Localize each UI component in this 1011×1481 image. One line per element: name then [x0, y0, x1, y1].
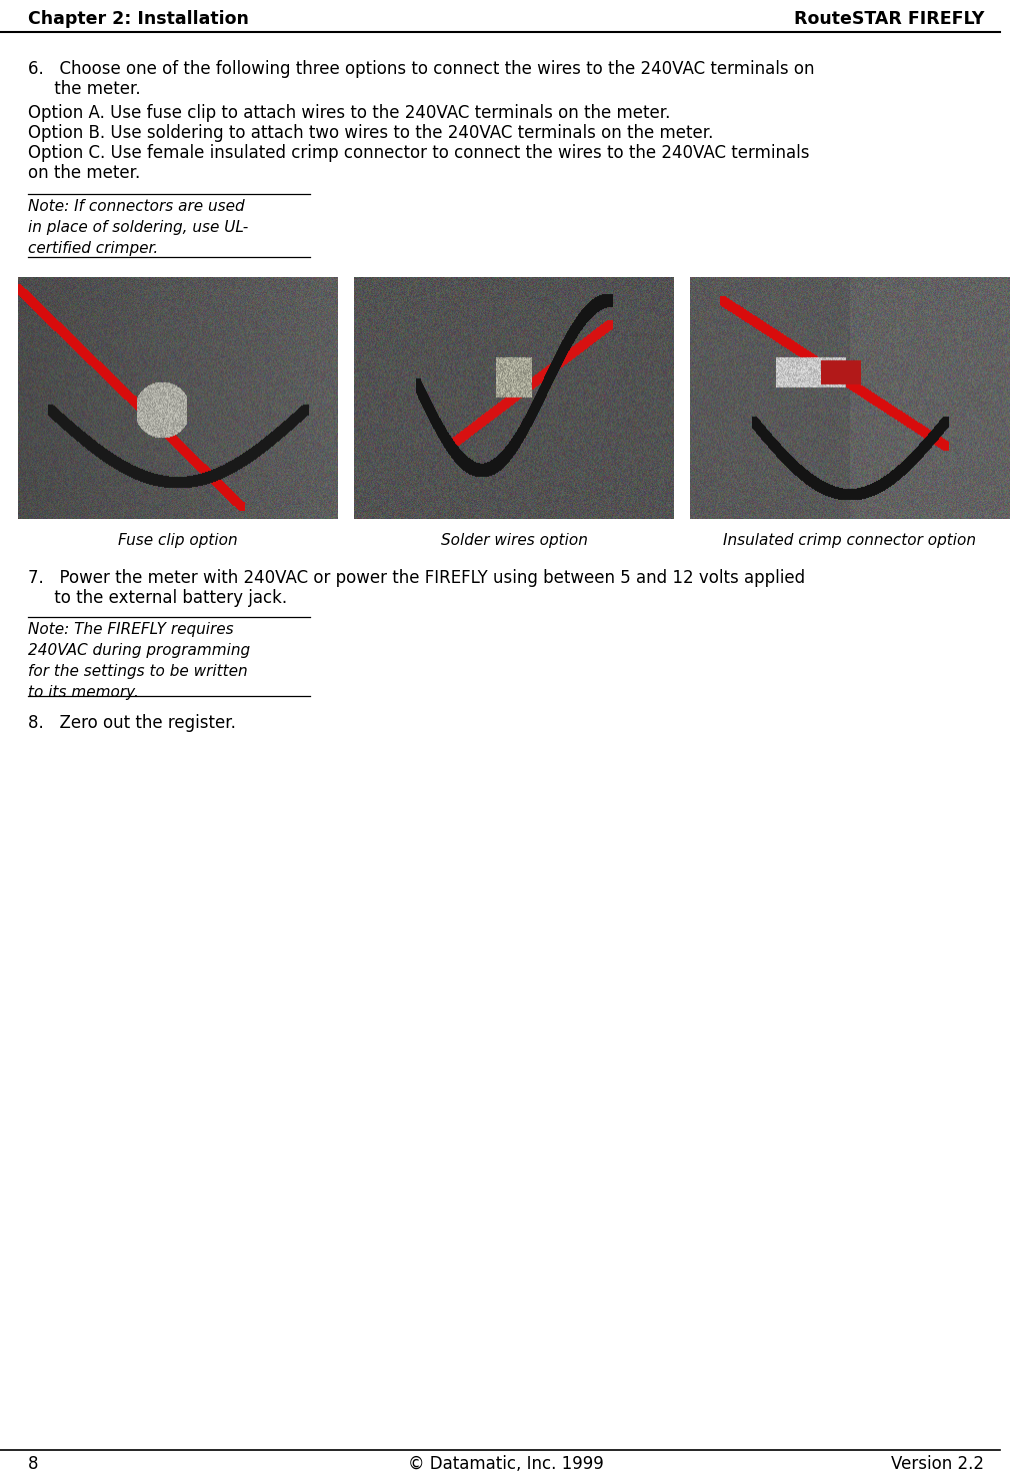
Text: the meter.: the meter.: [28, 80, 141, 98]
Text: 8.   Zero out the register.: 8. Zero out the register.: [28, 714, 236, 732]
Text: Option C. Use female insulated crimp connector to connect the wires to the 240VA: Option C. Use female insulated crimp con…: [28, 144, 809, 161]
Text: 8: 8: [28, 1454, 38, 1474]
Text: RouteSTAR FIREFLY: RouteSTAR FIREFLY: [793, 10, 983, 28]
Text: Solder wires option: Solder wires option: [440, 533, 586, 548]
Text: to the external battery jack.: to the external battery jack.: [28, 589, 287, 607]
Text: Note: The FIREFLY requires
240VAC during programming
for the settings to be writ: Note: The FIREFLY requires 240VAC during…: [28, 622, 250, 701]
Text: 6.   Choose one of the following three options to connect the wires to the 240VA: 6. Choose one of the following three opt…: [28, 61, 814, 78]
Text: Version 2.2: Version 2.2: [890, 1454, 983, 1474]
Text: Note: If connectors are used
in place of soldering, use UL-
certified crimper.: Note: If connectors are used in place of…: [28, 198, 248, 256]
Text: on the meter.: on the meter.: [28, 164, 141, 182]
Text: Chapter 2: Installation: Chapter 2: Installation: [28, 10, 249, 28]
Text: Insulated crimp connector option: Insulated crimp connector option: [723, 533, 976, 548]
Text: Option B. Use soldering to attach two wires to the 240VAC terminals on the meter: Option B. Use soldering to attach two wi…: [28, 124, 713, 142]
Text: Option A. Use fuse clip to attach wires to the 240VAC terminals on the meter.: Option A. Use fuse clip to attach wires …: [28, 104, 669, 121]
Text: 7.   Power the meter with 240VAC or power the FIREFLY using between 5 and 12 vol: 7. Power the meter with 240VAC or power …: [28, 569, 805, 586]
Text: © Datamatic, Inc. 1999: © Datamatic, Inc. 1999: [407, 1454, 604, 1474]
Text: Fuse clip option: Fuse clip option: [118, 533, 238, 548]
